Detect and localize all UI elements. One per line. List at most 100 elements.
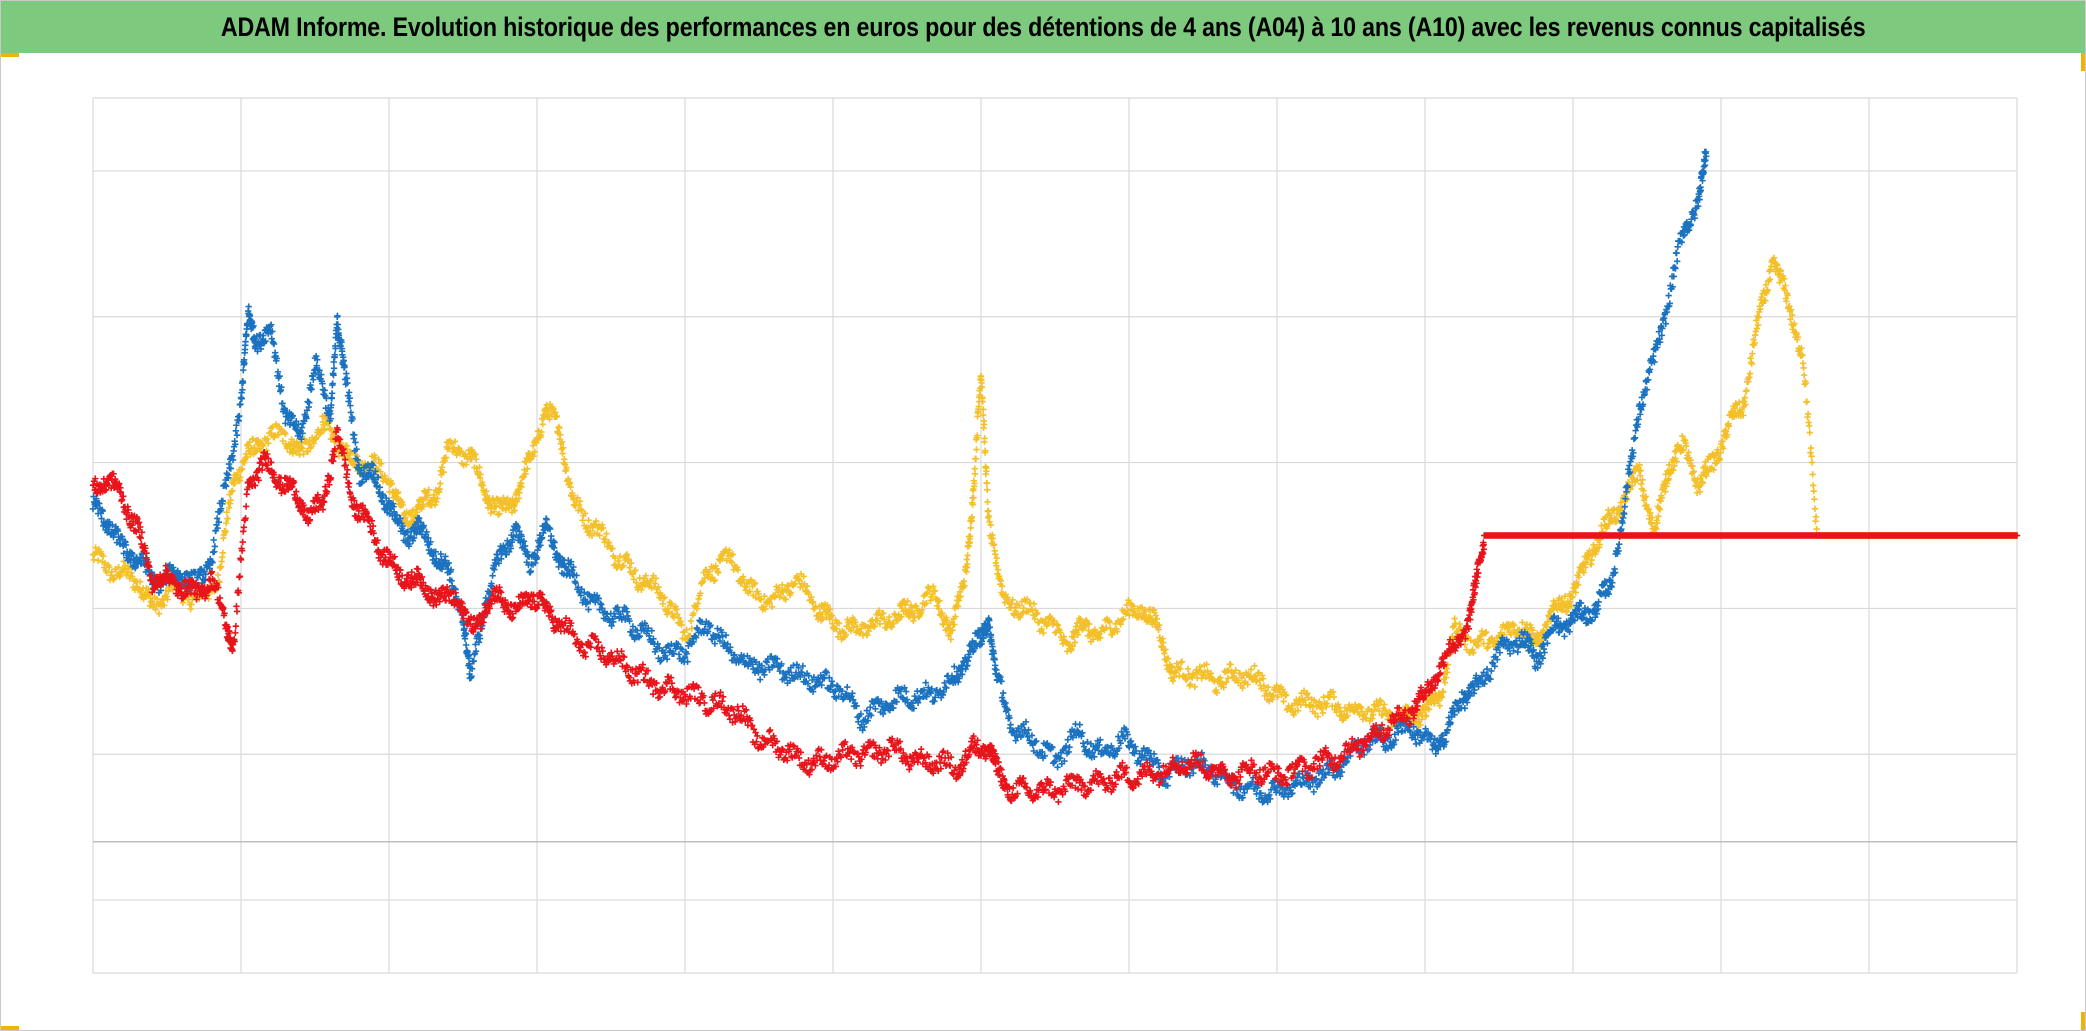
data-point	[219, 549, 226, 557]
data-point	[1452, 619, 1459, 627]
data-point	[972, 455, 980, 462]
data-point	[1269, 696, 1276, 703]
data-point	[1340, 710, 1348, 718]
data-point	[672, 603, 679, 610]
data-point	[238, 465, 246, 473]
data-point	[1456, 620, 1463, 628]
data-point	[1377, 698, 1385, 705]
data-point	[1173, 660, 1181, 667]
data-point	[522, 470, 529, 478]
data-point	[388, 480, 396, 487]
data-point	[1259, 672, 1266, 679]
data-point	[824, 602, 831, 609]
data-point	[1197, 667, 1204, 674]
data-point	[743, 583, 750, 591]
data-point	[165, 588, 172, 595]
data-point	[668, 600, 675, 607]
data-point	[819, 615, 826, 623]
data-point	[539, 421, 546, 428]
data-point	[626, 564, 633, 571]
data-point	[1040, 629, 1047, 637]
data-point	[1484, 643, 1492, 651]
data-point	[1247, 666, 1255, 673]
data-point	[511, 507, 518, 514]
data-point	[375, 456, 382, 463]
data-point	[434, 495, 441, 502]
data-point	[808, 593, 815, 601]
data-point	[237, 474, 244, 481]
data-point	[585, 517, 592, 524]
data-point	[129, 573, 136, 580]
data-point	[453, 451, 460, 459]
data-point	[964, 560, 971, 568]
data-point	[998, 582, 1006, 590]
data-point	[424, 492, 431, 499]
data-point	[1085, 620, 1093, 628]
data-point	[583, 523, 591, 531]
data-point	[853, 623, 861, 630]
data-point	[983, 467, 990, 475]
series-1	[89, 254, 2021, 731]
data-point	[1295, 697, 1303, 704]
data-point	[1255, 669, 1262, 676]
data-point	[957, 593, 964, 600]
data-point	[223, 519, 230, 527]
data-point	[164, 596, 171, 603]
data-point	[1375, 702, 1382, 709]
data-point	[557, 431, 564, 439]
data-point	[751, 579, 759, 587]
data-point	[1273, 682, 1280, 689]
data-point	[1034, 609, 1041, 617]
data-point	[1236, 670, 1244, 677]
data-point	[1442, 674, 1450, 681]
corner-accent-top-left	[1, 53, 19, 57]
data-point	[955, 603, 962, 610]
data-point	[1339, 717, 1346, 724]
data-point	[462, 461, 470, 468]
data-point	[431, 501, 439, 509]
data-point	[1136, 610, 1143, 617]
data-point	[809, 599, 816, 606]
data-point	[1033, 610, 1040, 618]
data-point	[1511, 622, 1518, 629]
data-point	[766, 599, 773, 607]
data-point	[983, 479, 991, 487]
data-point	[1256, 676, 1263, 684]
data-point	[782, 596, 789, 603]
data-point	[1029, 606, 1036, 613]
data-point	[985, 512, 993, 520]
data-point	[413, 508, 421, 516]
data-point	[923, 600, 930, 607]
data-point	[630, 576, 637, 583]
data-point	[556, 424, 563, 432]
data-point	[1169, 677, 1177, 685]
data-point	[787, 589, 795, 597]
data-point	[1371, 706, 1379, 713]
data-point	[746, 588, 754, 595]
data-point	[966, 533, 974, 540]
data-point	[1130, 603, 1137, 610]
data-point	[638, 586, 645, 594]
data-point	[1449, 623, 1457, 631]
data-point	[1183, 675, 1191, 682]
data-point	[442, 454, 450, 461]
data-point	[187, 605, 194, 613]
data-point	[1184, 665, 1192, 673]
data-point	[826, 606, 834, 613]
data-point	[762, 605, 769, 613]
data-point	[1529, 626, 1536, 634]
data-point	[874, 617, 881, 624]
data-point	[1023, 596, 1031, 603]
data-point	[616, 553, 624, 560]
data-point	[1030, 600, 1038, 608]
data-point	[997, 577, 1005, 585]
data-point	[748, 577, 755, 585]
data-point	[712, 562, 719, 569]
data-point	[495, 511, 502, 518]
data-point	[328, 426, 335, 434]
data-point	[1213, 689, 1221, 697]
data-point	[695, 595, 702, 603]
data-point	[611, 554, 619, 562]
data-point	[492, 503, 500, 510]
